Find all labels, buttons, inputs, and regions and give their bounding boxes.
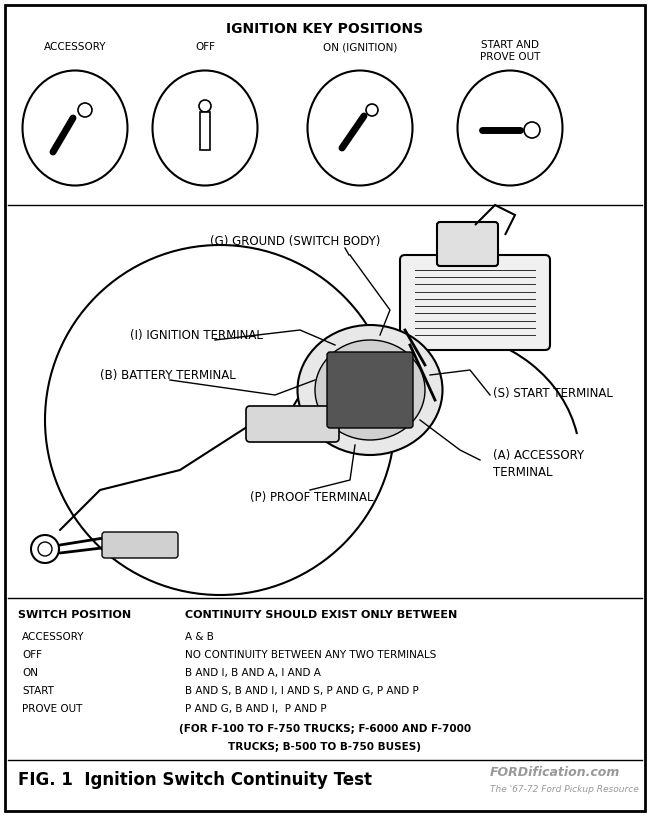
Circle shape bbox=[38, 542, 52, 556]
Text: PROVE OUT: PROVE OUT bbox=[22, 704, 83, 714]
FancyBboxPatch shape bbox=[327, 352, 413, 428]
Ellipse shape bbox=[458, 70, 562, 185]
Text: START AND
PROVE OUT: START AND PROVE OUT bbox=[480, 40, 540, 61]
Text: OFF: OFF bbox=[22, 650, 42, 660]
Text: ACCESSORY: ACCESSORY bbox=[44, 42, 106, 52]
FancyBboxPatch shape bbox=[437, 222, 498, 266]
Ellipse shape bbox=[153, 70, 257, 185]
Text: B AND I, B AND A, I AND A: B AND I, B AND A, I AND A bbox=[185, 668, 321, 678]
FancyBboxPatch shape bbox=[246, 406, 339, 442]
Text: (P) PROOF TERMINAL: (P) PROOF TERMINAL bbox=[250, 491, 374, 504]
Text: SWITCH POSITION: SWITCH POSITION bbox=[18, 610, 131, 620]
Text: ON: ON bbox=[22, 668, 38, 678]
Ellipse shape bbox=[307, 70, 413, 185]
Text: FIG. 1  Ignition Switch Continuity Test: FIG. 1 Ignition Switch Continuity Test bbox=[18, 771, 372, 789]
Text: B AND S, B AND I, I AND S, P AND G, P AND P: B AND S, B AND I, I AND S, P AND G, P AN… bbox=[185, 686, 419, 696]
FancyBboxPatch shape bbox=[400, 255, 550, 350]
Text: (G) GROUND (SWITCH BODY): (G) GROUND (SWITCH BODY) bbox=[210, 235, 380, 248]
Text: (I) IGNITION TERMINAL: (I) IGNITION TERMINAL bbox=[130, 329, 263, 342]
Ellipse shape bbox=[315, 340, 425, 440]
Circle shape bbox=[524, 122, 540, 138]
FancyBboxPatch shape bbox=[102, 532, 178, 558]
Text: TERMINAL: TERMINAL bbox=[493, 467, 552, 480]
Text: FORDification.com: FORDification.com bbox=[490, 766, 620, 779]
Bar bbox=[200, 112, 210, 150]
Text: A & B: A & B bbox=[185, 632, 214, 642]
Circle shape bbox=[78, 103, 92, 117]
Ellipse shape bbox=[23, 70, 127, 185]
Ellipse shape bbox=[298, 325, 443, 455]
Text: ON (IGNITION): ON (IGNITION) bbox=[323, 42, 397, 52]
Text: START: START bbox=[22, 686, 54, 696]
Text: The '67-72 Ford Pickup Resource: The '67-72 Ford Pickup Resource bbox=[490, 786, 639, 795]
Circle shape bbox=[199, 100, 211, 112]
Text: OFF: OFF bbox=[195, 42, 215, 52]
Text: NO CONTINUITY BETWEEN ANY TWO TERMINALS: NO CONTINUITY BETWEEN ANY TWO TERMINALS bbox=[185, 650, 436, 660]
Circle shape bbox=[366, 104, 378, 116]
Text: TRUCKS; B-500 TO B-750 BUSES): TRUCKS; B-500 TO B-750 BUSES) bbox=[229, 742, 421, 752]
Text: P AND G, B AND I,  P AND P: P AND G, B AND I, P AND P bbox=[185, 704, 326, 714]
Text: CONTINUITY SHOULD EXIST ONLY BETWEEN: CONTINUITY SHOULD EXIST ONLY BETWEEN bbox=[185, 610, 457, 620]
Text: IGNITION KEY POSITIONS: IGNITION KEY POSITIONS bbox=[226, 22, 424, 36]
Circle shape bbox=[31, 535, 59, 563]
Text: ACCESSORY: ACCESSORY bbox=[22, 632, 84, 642]
Text: (B) BATTERY TERMINAL: (B) BATTERY TERMINAL bbox=[100, 369, 236, 382]
Text: (FOR F-100 TO F-750 TRUCKS; F-6000 AND F-7000: (FOR F-100 TO F-750 TRUCKS; F-6000 AND F… bbox=[179, 724, 471, 734]
Text: (S) START TERMINAL: (S) START TERMINAL bbox=[493, 387, 613, 400]
Text: (A) ACCESSORY: (A) ACCESSORY bbox=[493, 449, 584, 462]
